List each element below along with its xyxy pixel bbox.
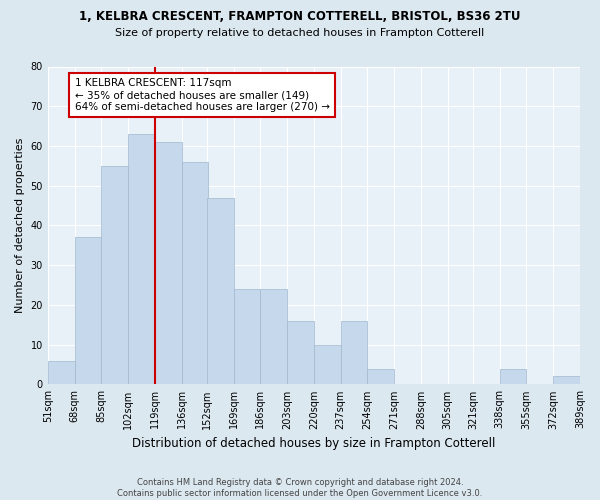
Bar <box>128 134 155 384</box>
Text: Size of property relative to detached houses in Frampton Cotterell: Size of property relative to detached ho… <box>115 28 485 38</box>
Bar <box>553 376 580 384</box>
Bar <box>341 321 367 384</box>
Text: Contains HM Land Registry data © Crown copyright and database right 2024.
Contai: Contains HM Land Registry data © Crown c… <box>118 478 482 498</box>
Bar <box>74 238 101 384</box>
Bar <box>101 166 128 384</box>
X-axis label: Distribution of detached houses by size in Frampton Cotterell: Distribution of detached houses by size … <box>132 437 496 450</box>
Bar <box>233 289 260 384</box>
Text: 1, KELBRA CRESCENT, FRAMPTON COTTERELL, BRISTOL, BS36 2TU: 1, KELBRA CRESCENT, FRAMPTON COTTERELL, … <box>79 10 521 23</box>
Y-axis label: Number of detached properties: Number of detached properties <box>15 138 25 313</box>
Bar <box>367 368 394 384</box>
Bar <box>155 142 182 384</box>
Text: 1 KELBRA CRESCENT: 117sqm
← 35% of detached houses are smaller (149)
64% of semi: 1 KELBRA CRESCENT: 117sqm ← 35% of detac… <box>74 78 329 112</box>
Bar <box>314 344 341 385</box>
Bar <box>287 321 314 384</box>
Bar <box>207 198 233 384</box>
Bar <box>182 162 208 384</box>
Bar <box>500 368 526 384</box>
Bar <box>48 360 74 384</box>
Bar <box>260 289 287 384</box>
